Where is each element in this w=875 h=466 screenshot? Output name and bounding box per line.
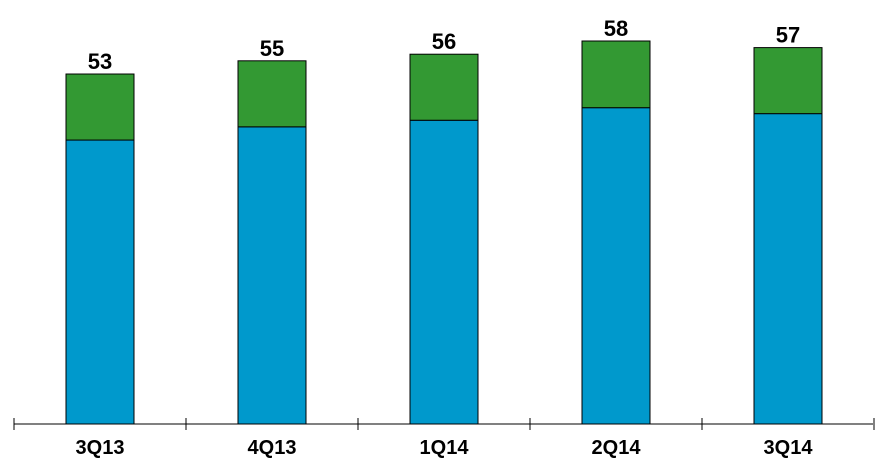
total-label-3Q14: 57 [776,23,800,48]
bar-segment-base-1Q14 [409,119,479,425]
bar-segment-base-2Q14 [581,107,651,425]
category-label-3Q14: 3Q14 [764,437,814,459]
labels-group: 53 3Q13 55 4Q13 56 1Q14 58 2Q14 57 3Q14 [76,16,814,459]
total-label-3Q13: 53 [88,49,112,74]
category-label-3Q13: 3Q13 [76,437,125,459]
bar-segment-base-4Q13 [237,126,307,425]
category-label-4Q13: 4Q13 [248,437,297,459]
x-axis [13,418,875,430]
category-label-1Q14: 1Q14 [420,437,470,459]
bar-segment-top-2Q14 [581,40,651,109]
bar-segment-top-3Q14 [753,47,823,115]
bar-segment-top-1Q14 [409,53,479,121]
bar-segment-base-3Q13 [65,139,135,425]
bar-segment-top-3Q13 [65,73,135,141]
total-label-4Q13: 55 [260,36,284,61]
total-label-2Q14: 58 [604,16,628,41]
total-label-1Q14: 56 [432,29,456,54]
bar-segment-top-4Q13 [237,60,307,128]
bars-group [65,40,823,425]
bar-segment-base-3Q14 [753,113,823,425]
category-label-2Q14: 2Q14 [592,437,642,459]
